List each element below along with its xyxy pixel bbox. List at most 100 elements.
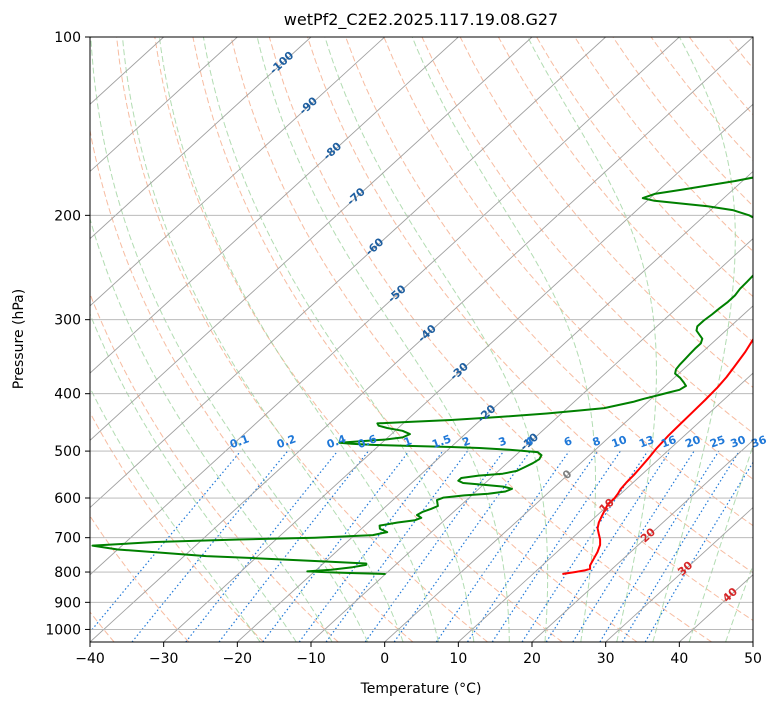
mixing-ratio-label: 25 — [708, 433, 727, 450]
dry-adiabat — [90, 411, 264, 642]
x-tick-label: 20 — [523, 651, 541, 667]
mixing-ratio-label: 1.5 — [430, 432, 453, 451]
y-tick-label: 200 — [54, 208, 81, 224]
skewed-isotherm — [90, 37, 533, 441]
temperature-line — [562, 337, 753, 575]
mixing-ratio-label: 30 — [729, 433, 748, 451]
skewed-isotherm — [384, 305, 753, 642]
moist-adiabat — [688, 444, 753, 642]
mixing-ratio-line — [325, 450, 468, 642]
skewed-isotherm — [531, 439, 753, 642]
mixing-ratio-label: 0.4 — [325, 432, 348, 451]
y-tick-label: 600 — [54, 491, 81, 507]
y-tick-label: 700 — [54, 531, 81, 547]
mixing-ratio-label: 13 — [637, 433, 656, 450]
skewed-isotherm — [90, 37, 459, 374]
moist-adiabat — [122, 37, 404, 642]
y-tick-label: 900 — [54, 595, 81, 611]
mixing-ratio-line — [131, 450, 289, 642]
moist-adiabat — [90, 312, 297, 642]
x-axis-label: Temperature (°C) — [360, 681, 482, 697]
profiles — [91, 176, 753, 575]
mixing-ratio-line — [521, 450, 649, 642]
skewed-isotherm — [90, 37, 385, 307]
skewed-isotherm — [90, 37, 312, 240]
mixing-ratio-label: 36 — [749, 433, 768, 451]
mixing-ratio-label: 3 — [497, 434, 509, 449]
mixing-ratio-line — [364, 450, 505, 642]
plot-frame — [89, 36, 754, 643]
y-axis: 100 200 300 400 500 600 700 800 900 1000 — [45, 30, 90, 638]
skewed-isotherm — [90, 37, 606, 509]
background-lines — [90, 37, 753, 642]
mixing-ratio-label: 20 — [683, 433, 702, 451]
x-axis: −40 −30 −20 −10 0 10 20 30 40 50 — [75, 642, 762, 667]
x-tick-label: 0 — [380, 651, 389, 667]
moist-adiabat — [652, 37, 736, 642]
moist-adiabat — [90, 386, 261, 642]
skewed-isotherm — [310, 238, 753, 642]
y-tick-label: 300 — [54, 313, 81, 329]
dry-adiabat — [116, 37, 488, 642]
y-tick-label: 500 — [54, 444, 81, 460]
moist-adiabat — [202, 37, 475, 642]
dry-adiabat — [154, 37, 563, 642]
y-axis-label: Pressure (hPa) — [11, 289, 27, 389]
mixing-ratio-label: 8 — [591, 434, 603, 449]
x-tick-label: −20 — [223, 651, 253, 667]
mixing-ratio-line — [90, 450, 242, 633]
x-tick-label: 50 — [744, 651, 762, 667]
y-tick-label: 100 — [54, 30, 81, 46]
moist-adiabat — [90, 217, 333, 642]
grid — [90, 37, 753, 642]
line-labels: -100-90-80-70-60-50-40-30-20-10010203040… — [228, 49, 769, 605]
x-tick-label: −10 — [296, 651, 326, 667]
chart-title: wetPf2_C2E2.2025.117.19.08.G27 — [284, 10, 558, 30]
x-tick-label: 10 — [449, 651, 467, 667]
dry-adiabat — [192, 37, 638, 642]
skewed-isotherm — [237, 170, 753, 642]
x-tick-label: −30 — [149, 651, 179, 667]
mixing-ratio-line — [262, 450, 410, 642]
x-tick-label: 30 — [597, 651, 615, 667]
skewed-isotherm — [163, 103, 753, 642]
skewed-isotherm — [605, 506, 753, 642]
x-tick-label: 40 — [670, 651, 688, 667]
moist-adiabat — [158, 37, 439, 642]
mixing-ratio-line — [621, 450, 740, 642]
y-tick-label: 800 — [54, 565, 81, 581]
mixing-ratio-line — [466, 450, 599, 642]
mixing-ratio-label: 16 — [659, 433, 678, 451]
moist-adiabat — [90, 37, 369, 642]
y-tick-label: 1000 — [45, 622, 81, 638]
dry-adiabat — [90, 292, 339, 642]
moist-adiabat — [256, 37, 510, 642]
dry-adiabat — [268, 37, 753, 622]
mixing-ratio-label: 2 — [460, 434, 472, 449]
moist-adiabat — [324, 37, 549, 642]
mixing-ratio-line — [185, 450, 339, 642]
skewed-isotherm — [90, 37, 680, 576]
skewed-isotherm — [90, 37, 238, 173]
mixing-ratio-label: 0.1 — [228, 432, 251, 451]
mixing-ratio-label: 0.2 — [275, 432, 298, 451]
dry-adiabat — [459, 37, 753, 389]
mixing-ratio-label: 0.6 — [356, 432, 379, 451]
mixing-ratio-line — [545, 450, 671, 642]
skewed-isotherm — [458, 372, 753, 642]
dry-adiabat — [307, 37, 753, 574]
mixing-ratio-label: 1 — [402, 434, 414, 449]
dry-adiabat — [536, 37, 753, 298]
moist-adiabat — [411, 37, 596, 642]
y-tick-label: 400 — [54, 387, 81, 403]
mixing-ratio-label: 4 — [523, 434, 535, 449]
mixing-ratio-label: 10 — [610, 433, 629, 451]
dry-adiabat — [90, 515, 190, 642]
dewpoint-line — [91, 176, 753, 575]
x-tick-label: −40 — [75, 651, 105, 667]
mixing-ratio-line — [435, 450, 570, 642]
mixing-ratio-line — [491, 450, 621, 642]
dry-adiabat — [90, 127, 414, 642]
mixing-ratio-label: 6 — [562, 434, 574, 449]
